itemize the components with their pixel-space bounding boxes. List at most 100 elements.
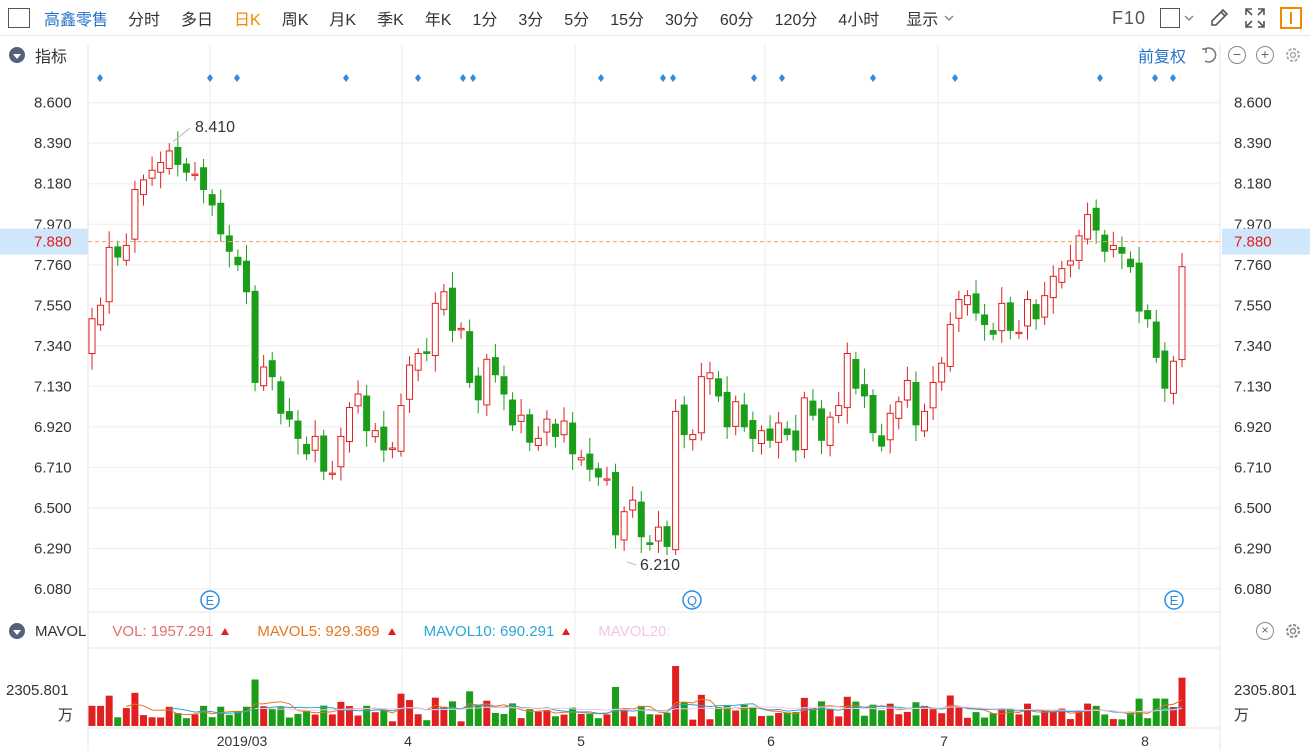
gear-icon[interactable] <box>1284 46 1302 64</box>
event-diamond-icon <box>460 74 466 82</box>
candle-body <box>1006 302 1014 331</box>
candle-body <box>835 405 843 416</box>
volume-bar <box>646 714 654 726</box>
candle-body <box>1101 234 1109 252</box>
candle-body <box>972 293 980 314</box>
gear-icon[interactable] <box>1284 622 1302 640</box>
candle-body <box>775 422 783 443</box>
pen-icon[interactable] <box>1208 7 1230 29</box>
candle-body <box>200 167 208 191</box>
event-diamond-icon <box>660 74 666 82</box>
volume-bar <box>672 666 680 726</box>
overlay-dropdown[interactable] <box>1160 8 1194 28</box>
panel-toggle-icon[interactable] <box>1280 7 1302 29</box>
candle-body <box>1049 275 1057 299</box>
price-tick-left: 7.130 <box>34 378 72 395</box>
volume-bar <box>963 717 971 726</box>
period-tab[interactable]: 30分 <box>665 11 699 29</box>
candle-body <box>397 405 405 452</box>
volume-unit-right: 万 <box>1234 707 1249 724</box>
volume-bar <box>448 701 456 726</box>
volume-bar <box>88 705 96 726</box>
volume-bar <box>654 714 662 726</box>
price-tick-left: 7.550 <box>34 297 72 314</box>
period-tab[interactable]: 季K <box>377 11 404 29</box>
candle-body <box>414 353 422 371</box>
candle-body <box>406 364 414 400</box>
period-tab[interactable]: 月K <box>329 11 357 29</box>
candle-body <box>543 418 551 433</box>
fuquan-button[interactable]: 前复权 <box>1137 49 1186 66</box>
candle-body <box>1169 360 1177 394</box>
volume-bar <box>354 715 362 726</box>
period-tab[interactable]: 多日 <box>181 11 214 29</box>
candle-body <box>612 472 620 536</box>
volume-bar <box>886 703 894 726</box>
period-tab[interactable]: 年K <box>424 11 452 29</box>
volume-bar <box>1075 710 1083 726</box>
display-dropdown[interactable]: 显示 <box>906 6 954 30</box>
low-leader-line <box>626 561 637 566</box>
candle-body <box>783 428 791 436</box>
event-diamond-icon <box>470 74 476 82</box>
period-tab[interactable]: 5分 <box>564 11 590 29</box>
period-tab[interactable]: 1分 <box>472 11 498 29</box>
period-tab[interactable]: 日K <box>234 11 261 29</box>
candle-body <box>122 244 130 261</box>
period-tab[interactable]: 周K <box>281 11 309 29</box>
period-tab[interactable]: 3分 <box>518 11 544 29</box>
candle-body <box>878 435 886 447</box>
candle-body <box>1127 258 1135 268</box>
sidebar-toggle-icon[interactable] <box>8 7 30 28</box>
candle-body <box>689 434 697 441</box>
candle-body <box>929 381 937 409</box>
mavol20-legend: MAVOL20: <box>598 622 671 640</box>
period-tab[interactable]: 15分 <box>610 11 645 29</box>
candle-body <box>680 404 688 436</box>
volume-bar <box>363 705 371 726</box>
close-icon[interactable]: × <box>1256 622 1274 640</box>
volume-bar <box>157 717 165 726</box>
candle-body <box>800 397 808 450</box>
zoom-out-icon[interactable]: − <box>1228 46 1246 64</box>
period-tab[interactable]: 120分 <box>774 11 818 29</box>
volume-bar <box>509 703 517 726</box>
event-marker-label: E <box>206 593 215 608</box>
volume-bar <box>1032 715 1040 726</box>
candle-body <box>174 146 182 165</box>
event-marker-label: Q <box>687 593 697 608</box>
indicator-header: 指标 前复权 − + <box>0 40 1310 70</box>
collapse-icon[interactable] <box>9 47 25 63</box>
volume-bar <box>320 705 328 726</box>
volume-bar <box>200 705 208 726</box>
period-tab[interactable]: 4小时 <box>838 11 880 29</box>
fullscreen-icon[interactable] <box>1244 7 1266 29</box>
volume-bar <box>818 701 826 726</box>
reset-icon[interactable] <box>1200 46 1218 64</box>
price-tick-left: 8.600 <box>34 95 72 112</box>
stock-name[interactable]: 高鑫零售 <box>44 11 109 29</box>
x-axis-label: 6 <box>767 733 775 749</box>
volume-bar <box>311 714 319 726</box>
candle-body <box>715 378 723 397</box>
candle-body <box>860 384 868 397</box>
volume-bar <box>826 708 834 726</box>
period-tab[interactable]: 60分 <box>719 11 754 29</box>
high-leader-line <box>172 127 191 142</box>
candle-body <box>1058 268 1066 283</box>
candle-body <box>217 202 225 235</box>
collapse-icon[interactable] <box>9 623 25 639</box>
price-tick-right: 7.340 <box>1234 338 1272 355</box>
zoom-in-icon[interactable]: + <box>1256 46 1274 64</box>
price-tick-left: 6.500 <box>34 500 72 517</box>
x-axis-label: 2019/03 <box>217 733 268 749</box>
price-tick-right: 7.550 <box>1234 297 1272 314</box>
candle-body <box>963 295 971 306</box>
f10-button[interactable]: F10 <box>1111 7 1146 28</box>
volume-bar <box>903 711 911 726</box>
period-tab[interactable]: 分时 <box>128 11 161 29</box>
price-tick-left: 7.340 <box>34 338 72 355</box>
price-tick-left: 6.920 <box>34 419 72 436</box>
candle-body <box>97 304 105 326</box>
volume-bar <box>783 712 791 726</box>
